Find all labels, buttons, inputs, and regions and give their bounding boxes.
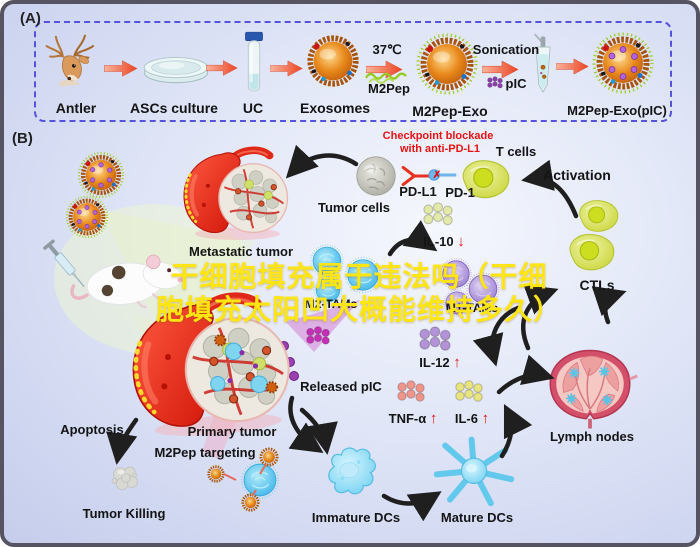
arrow-right-icon [556,57,590,76]
exosome-particle-icon [64,194,110,240]
exosome-icon [304,32,362,90]
il10-text: IL-10 [423,234,454,249]
tumor-cells-label: Tumor cells [317,200,391,215]
block-x-icon: ✗ [432,170,442,181]
tnf-text: TNF-α [388,411,427,426]
primary-tumor-label: Primary tumor [187,424,277,439]
m2pep-exo-icon [414,31,480,97]
up-arrow-icon: ↑ [453,354,461,371]
il6-dots-icon [452,380,486,408]
antler-deer-icon [42,29,100,91]
step-label-ascs: ASCs culture [130,100,218,116]
dead-tumor-cell-icon [99,454,151,502]
watermark: 干细胞填充属于违法吗（干细 胞填充太阳凹大概能维持多久） [64,260,654,326]
tnf-dots-icon [394,380,428,408]
down-arrow-icon: ↓ [457,233,465,250]
pd-l1-label: PD-L1 [399,184,437,199]
step-label-exosomes: Exosomes [299,100,371,116]
arrow-right-icon [206,59,239,77]
petri-dish-icon [140,50,212,88]
metastatic-tumor-label: Metastatic tumor [188,244,294,259]
il10-dots-icon [420,202,456,232]
panel-a-dashed-box [34,21,672,122]
arrow-right-icon [104,59,139,78]
mature-dcs-label: Mature DCs [440,510,514,525]
mini-exosome-icon [258,446,280,468]
temperature-label: 37℃ [372,42,402,57]
exosome-particle-icon [76,150,126,200]
il6-label: IL-6 ↑ [455,410,489,427]
step-label-antler: Antler [55,100,97,116]
il10-label: IL-10 ↓ [423,233,464,250]
step-label-uc: UC [242,100,264,116]
step-label-m2pep-exo-pic: M2Pep-Exo(pIC) [567,103,667,118]
uc-tube-icon [241,31,267,95]
apoptosis-label: Apoptosis [60,422,124,437]
step-label-m2pep-exo: M2Pep-Exo [412,103,488,119]
mini-exosome-icon [206,464,226,484]
released-pic-label: Released pIC [300,379,382,394]
m2pep-targeting-label: M2Pep targeting [154,445,256,460]
t-cells-label: T cells [495,144,537,159]
sonication-label: Sonication [472,42,540,57]
lymph-nodes-label: Lymph nodes [549,429,635,444]
magenta-pic-dots-icon [304,326,332,350]
tumor-cell-icon [350,150,402,202]
immature-dcs-label: Immature DCs [311,510,401,525]
up-arrow-icon: ↑ [429,410,438,427]
checkpoint-label-line1: Checkpoint blockade [382,130,494,142]
metastatic-tumor-icon [172,146,296,242]
pd-1-label: PD-1 [445,185,475,200]
magenta-beam [286,300,360,352]
il12-label: IL-12 ↑ [419,354,460,371]
panel-a-tag: (A) [20,10,41,27]
mini-exosome-icon [240,492,261,513]
tnf-label: TNF-α ↑ [389,410,438,427]
mature-dc-icon [432,436,516,508]
m2-tams-label: M2-TAMs [304,297,358,311]
activation-label: Activation [543,167,611,183]
il12-text: IL-12 [419,355,450,370]
arrow-right-icon [270,59,304,78]
m2pep-label: M2Pep [368,81,410,96]
panel-b-tag: (B) [12,130,33,147]
lymph-node-icon [540,346,640,430]
m2pep-exo-pic-icon [590,30,656,96]
watermark-line2: 胞填充太阳凹大概能维持多久） [155,294,562,325]
pic-dots-icon [486,76,504,92]
pic-label: pIC [505,76,527,91]
tumor-killing-label: Tumor Killing [82,506,166,521]
watermark-line1: 干细胞填充属于违法吗（干细 [170,261,548,292]
m1-tams-label: M1-TAMs [445,301,499,315]
up-arrow-icon: ↑ [481,410,490,427]
il6-text: IL-6 [454,411,478,426]
immature-dc-icon [316,440,384,504]
checkpoint-label-line2: with anti-PD-L1 [399,143,481,155]
